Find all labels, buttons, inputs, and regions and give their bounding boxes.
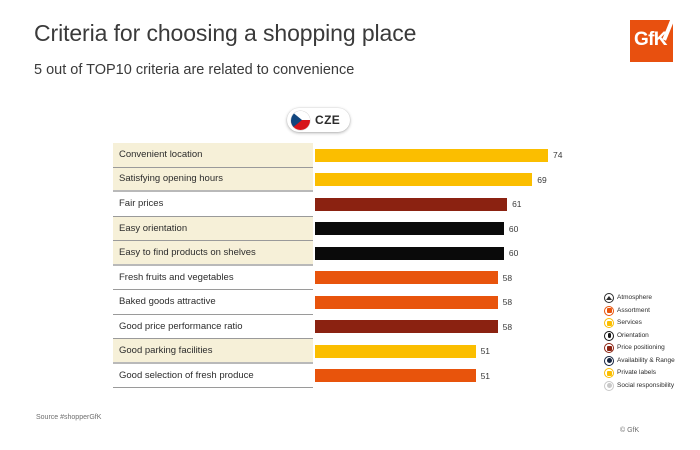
- chart-bar-track: 74: [315, 143, 583, 168]
- legend-item-label: Private labels: [617, 369, 657, 376]
- chart-bar: [315, 271, 498, 285]
- country-badge-cze[interactable]: CZE: [287, 108, 351, 132]
- legend-item: Availability & Range: [604, 355, 700, 368]
- chart-row-label-cell: Baked goods attractive: [113, 290, 313, 315]
- availability-icon: [604, 355, 614, 366]
- chart-row: Fair prices 61: [113, 192, 583, 217]
- chart-bar-track: 51: [315, 364, 583, 389]
- chart-row-label-cell: Good price performance ratio: [113, 315, 313, 339]
- chart-row-label: Good selection of fresh produce: [119, 369, 254, 381]
- gfk-logo: GfK: [630, 20, 673, 62]
- chart-bar-track: 60: [315, 241, 583, 266]
- chart-bar-value: 58: [502, 297, 513, 307]
- chart-bar: [315, 222, 504, 236]
- chart-bar: [315, 173, 533, 187]
- chart-bar-track: 61: [315, 192, 583, 217]
- chart-row-label: Good price performance ratio: [119, 320, 243, 332]
- chart-row: Convenient location 74: [113, 143, 583, 168]
- chart-bar-track: 60: [315, 217, 583, 242]
- chart-row-label: Convenient location: [119, 149, 203, 160]
- chart-bar-track: 69: [315, 168, 583, 193]
- chart-row: Easy orientation 60: [113, 216, 583, 242]
- chart-row-label-cell: Good selection of fresh produce: [113, 364, 313, 388]
- page-subtitle: 5 out of TOP10 criteria are related to c…: [34, 62, 355, 78]
- chart-bar: [315, 197, 508, 211]
- chart-bar-value: 51: [480, 346, 491, 356]
- chart-bar-value: 58: [502, 272, 513, 283]
- pin-icon: [604, 330, 614, 341]
- chart-bar-track: 58: [315, 266, 583, 291]
- chart-bar-value: 60: [508, 248, 519, 258]
- chart-bar-value: 60: [508, 223, 519, 234]
- chart-bar-track: 51: [315, 339, 583, 364]
- chart-bar: [315, 320, 498, 334]
- chart-bar: [315, 344, 476, 358]
- legend-item: Social responsibility: [604, 380, 700, 393]
- label-icon: [604, 368, 614, 379]
- chart-row: Easy to find products on shelves 60: [113, 241, 583, 266]
- chart-row-label-cell: Easy to find products on shelves: [113, 241, 313, 266]
- legend-item-label: Atmosphere: [617, 294, 653, 301]
- chart-row-label: Satisfying opening hours: [119, 173, 224, 184]
- legend-item-label: Availability & Range: [617, 356, 675, 364]
- chart-bar: [315, 148, 548, 162]
- legend-item-label: Assortment: [617, 306, 650, 314]
- page-title: Criteria for choosing a shopping place: [34, 20, 417, 46]
- house-icon: [604, 293, 614, 304]
- legend-item-label: Orientation: [617, 331, 649, 339]
- chart-row-label-cell: Convenient location: [113, 143, 313, 168]
- chart-row: Good price performance ratio 58: [113, 315, 583, 340]
- legend-item: Private labels: [604, 367, 700, 380]
- chart-row-label-cell: Satisfying opening hours: [113, 167, 313, 192]
- legend-item-label: Social responsibility: [617, 381, 675, 389]
- chart-bar: [315, 246, 504, 260]
- price-tag-icon: [604, 343, 614, 354]
- chart-bar-value: 58: [502, 321, 513, 332]
- chart-bar-value: 74: [553, 150, 563, 160]
- chart-row: Good selection of fresh produce 51: [113, 364, 583, 389]
- chart-bar-track: 58: [315, 315, 583, 340]
- chart-row-label-cell: Fair prices: [113, 192, 313, 217]
- gfk-logo-text: GfK: [634, 29, 667, 50]
- chart-bar-value: 61: [512, 199, 522, 209]
- chart-row-label: Good parking facilities: [119, 344, 213, 356]
- country-badge-label: CZE: [315, 113, 341, 127]
- chart-row-label: Easy to find products on shelves: [119, 246, 256, 258]
- legend-item: Orientation: [604, 330, 700, 343]
- chart-row-label: Easy orientation: [119, 222, 188, 234]
- services-icon: [604, 318, 614, 329]
- legend-item: Atmosphere: [604, 292, 700, 305]
- czech-flag-icon: [291, 110, 310, 130]
- chart-row-label-cell: Easy orientation: [113, 216, 313, 241]
- chart-legend: Atmosphere Assortment Services Orientation P…: [604, 292, 700, 392]
- chart-row-label-cell: Good parking facilities: [113, 339, 313, 364]
- chart-row-label: Fair prices: [119, 198, 164, 209]
- legend-item: Price positioning: [604, 342, 700, 355]
- chart-bar-value: 69: [537, 174, 547, 185]
- copyright-note: © GfK: [620, 427, 640, 434]
- social-icon: [604, 380, 614, 391]
- chart-bar-value: 51: [480, 370, 491, 381]
- chart-row: Fresh fruits and vegetables 58: [113, 266, 583, 291]
- legend-item: Assortment: [604, 305, 700, 318]
- chart-row: Good parking facilities 51: [113, 339, 583, 364]
- chart-row-label: Fresh fruits and vegetables: [119, 271, 234, 283]
- basket-icon: [604, 305, 614, 316]
- horizontal-bar-chart: Convenient location 74 Satisfying opening …: [113, 143, 583, 392]
- chart-row-label: Baked goods attractive: [119, 296, 216, 307]
- chart-row-label-cell: Fresh fruits and vegetables: [113, 266, 313, 290]
- chart-bar: [315, 369, 476, 383]
- chart-bar-track: 58: [315, 290, 583, 315]
- chart-bar: [315, 295, 498, 309]
- chart-row: Baked goods attractive 58: [113, 290, 583, 315]
- source-note: Source #shopperGfK: [36, 414, 102, 421]
- chart-row: Satisfying opening hours 69: [113, 167, 583, 193]
- legend-item-label: Services: [617, 319, 642, 326]
- legend-item: Services: [604, 317, 700, 330]
- legend-item-label: Price positioning: [617, 344, 665, 351]
